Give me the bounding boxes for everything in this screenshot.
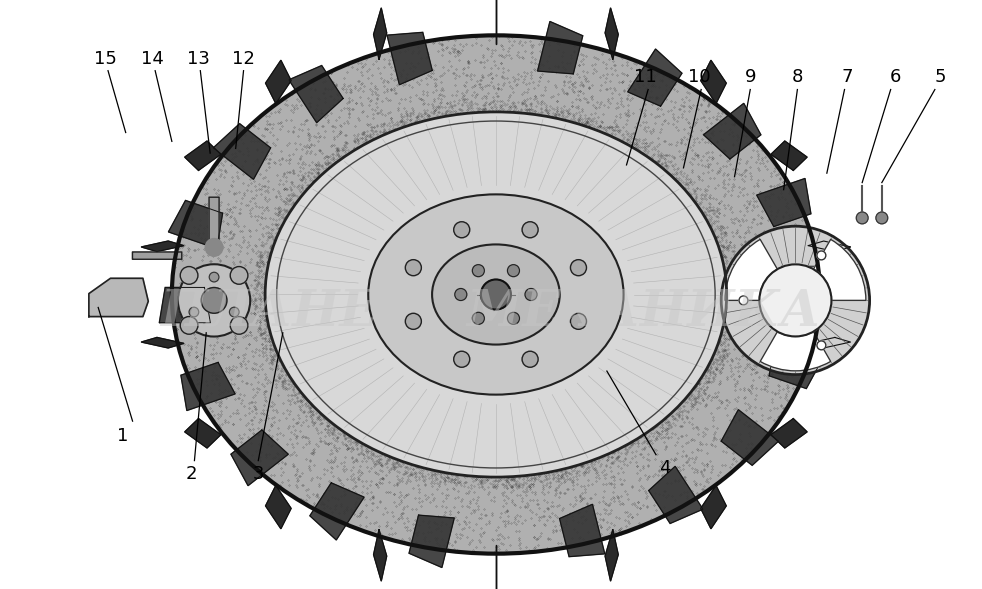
Circle shape bbox=[525, 289, 537, 300]
Polygon shape bbox=[808, 337, 850, 348]
Circle shape bbox=[454, 221, 469, 238]
Circle shape bbox=[209, 272, 219, 282]
Circle shape bbox=[455, 289, 466, 300]
Text: 8: 8 bbox=[791, 68, 803, 85]
Ellipse shape bbox=[265, 112, 727, 477]
Circle shape bbox=[406, 313, 421, 329]
Wedge shape bbox=[813, 239, 866, 300]
Text: 15: 15 bbox=[93, 50, 117, 68]
Circle shape bbox=[181, 267, 198, 284]
Text: ПЛАНЕТ   МЕХАНИКА: ПЛАНЕТ МЕХАНИКА bbox=[161, 287, 821, 337]
Polygon shape bbox=[185, 419, 221, 448]
Text: 10: 10 bbox=[687, 68, 711, 85]
Text: 9: 9 bbox=[744, 68, 756, 85]
Circle shape bbox=[181, 316, 198, 334]
Polygon shape bbox=[782, 266, 833, 302]
Polygon shape bbox=[289, 65, 343, 123]
Circle shape bbox=[230, 267, 247, 284]
Polygon shape bbox=[605, 8, 619, 59]
Circle shape bbox=[571, 260, 586, 276]
Circle shape bbox=[876, 212, 888, 224]
Polygon shape bbox=[265, 60, 291, 104]
Circle shape bbox=[454, 351, 469, 368]
Text: 2: 2 bbox=[186, 465, 197, 483]
Circle shape bbox=[856, 212, 868, 224]
Polygon shape bbox=[373, 530, 387, 581]
Polygon shape bbox=[537, 21, 582, 74]
Ellipse shape bbox=[368, 194, 624, 395]
Polygon shape bbox=[605, 530, 619, 581]
Polygon shape bbox=[141, 241, 184, 252]
Polygon shape bbox=[560, 504, 605, 557]
Polygon shape bbox=[169, 200, 223, 249]
Polygon shape bbox=[769, 340, 823, 389]
Wedge shape bbox=[760, 332, 831, 371]
Polygon shape bbox=[265, 485, 291, 529]
Text: 4: 4 bbox=[659, 459, 671, 477]
Polygon shape bbox=[703, 103, 761, 159]
Circle shape bbox=[205, 239, 223, 256]
Polygon shape bbox=[771, 141, 807, 170]
Polygon shape bbox=[185, 141, 221, 170]
Text: 6: 6 bbox=[890, 68, 901, 85]
Circle shape bbox=[721, 226, 870, 375]
Wedge shape bbox=[725, 239, 778, 300]
Circle shape bbox=[522, 351, 538, 368]
Ellipse shape bbox=[172, 35, 820, 554]
Polygon shape bbox=[649, 466, 703, 524]
Text: 5: 5 bbox=[935, 68, 947, 85]
Circle shape bbox=[190, 307, 198, 317]
Circle shape bbox=[481, 280, 511, 310]
Circle shape bbox=[230, 316, 247, 334]
Text: 7: 7 bbox=[842, 68, 853, 85]
Polygon shape bbox=[808, 241, 850, 252]
Circle shape bbox=[522, 221, 538, 238]
Polygon shape bbox=[701, 60, 727, 104]
Polygon shape bbox=[757, 178, 811, 227]
Circle shape bbox=[178, 264, 250, 336]
Polygon shape bbox=[387, 32, 432, 85]
FancyBboxPatch shape bbox=[209, 197, 219, 244]
Circle shape bbox=[406, 260, 421, 276]
Text: 12: 12 bbox=[232, 50, 255, 68]
Circle shape bbox=[472, 264, 484, 277]
Text: 3: 3 bbox=[252, 465, 264, 483]
Polygon shape bbox=[141, 337, 184, 348]
Circle shape bbox=[230, 307, 239, 317]
Ellipse shape bbox=[432, 244, 560, 345]
FancyBboxPatch shape bbox=[133, 252, 182, 259]
Circle shape bbox=[817, 251, 826, 260]
Polygon shape bbox=[213, 124, 271, 179]
Circle shape bbox=[472, 312, 484, 325]
Polygon shape bbox=[627, 49, 682, 106]
Circle shape bbox=[817, 341, 826, 350]
Ellipse shape bbox=[276, 118, 716, 471]
Polygon shape bbox=[231, 430, 289, 486]
Polygon shape bbox=[181, 362, 235, 411]
Polygon shape bbox=[88, 278, 148, 317]
Circle shape bbox=[571, 313, 586, 329]
Text: 14: 14 bbox=[140, 50, 164, 68]
Circle shape bbox=[759, 264, 832, 336]
Text: 13: 13 bbox=[187, 50, 210, 68]
Circle shape bbox=[201, 287, 227, 313]
Circle shape bbox=[739, 296, 748, 305]
Polygon shape bbox=[701, 485, 727, 529]
Text: 11: 11 bbox=[633, 68, 657, 85]
Polygon shape bbox=[159, 287, 210, 323]
Polygon shape bbox=[409, 515, 455, 568]
Text: 1: 1 bbox=[117, 427, 129, 445]
Polygon shape bbox=[373, 8, 387, 59]
Polygon shape bbox=[771, 419, 807, 448]
Circle shape bbox=[508, 264, 519, 277]
Polygon shape bbox=[310, 483, 364, 540]
Polygon shape bbox=[721, 410, 779, 465]
Circle shape bbox=[508, 312, 519, 325]
